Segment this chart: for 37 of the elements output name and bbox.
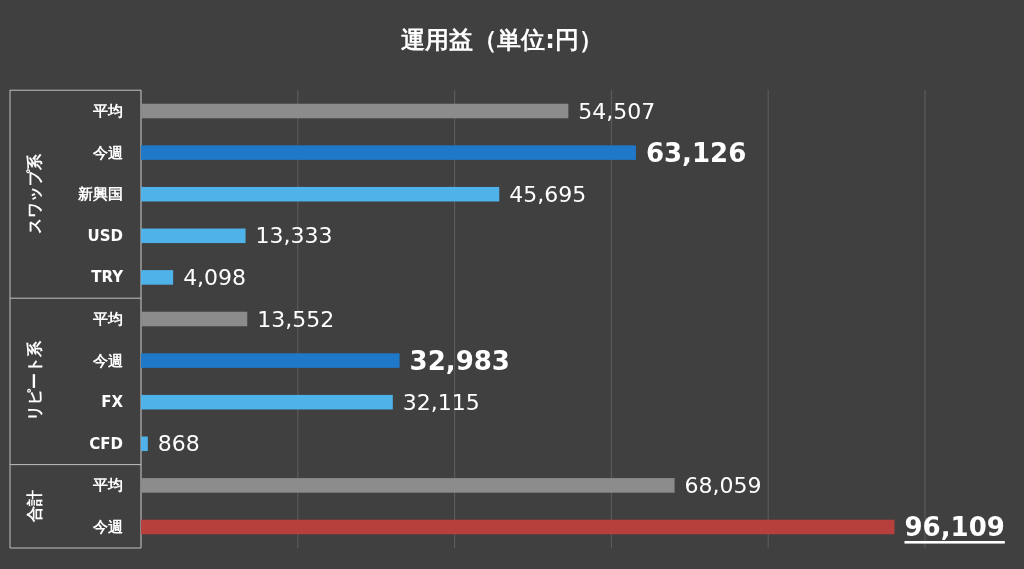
data-label: 96,109 — [904, 511, 1005, 542]
y-tick-label: 平均 — [92, 310, 123, 328]
y-tick-label: CFD — [89, 434, 123, 453]
y-tick-label: 今週 — [92, 517, 124, 536]
y-tick-label: TRY — [91, 268, 125, 287]
bar — [141, 270, 174, 285]
y-tick-label: 今週 — [92, 351, 124, 370]
chart-title: 運用益（単位:円） — [401, 26, 603, 54]
bar — [141, 436, 148, 452]
bar — [141, 478, 675, 493]
data-label: 13,333 — [255, 223, 333, 249]
text: スワップ系 — [24, 153, 44, 235]
y-tick-label: FX — [101, 393, 124, 412]
bar — [141, 394, 393, 410]
bar — [141, 311, 248, 327]
data-label: 68,059 — [684, 472, 762, 498]
bar — [141, 228, 246, 244]
data-label: 868 — [157, 431, 200, 457]
y-tick-label: 今週 — [92, 143, 124, 162]
bar — [141, 103, 569, 119]
data-label: 4,098 — [183, 264, 247, 290]
y-tick-label: 新興国 — [77, 185, 123, 204]
data-label: 63,126 — [645, 137, 747, 168]
data-label: 32,983 — [409, 345, 510, 376]
data-label: 13,552 — [257, 306, 335, 332]
bar — [141, 353, 400, 368]
data-label: 32,115 — [402, 389, 480, 415]
text: リピート系 — [24, 340, 44, 422]
y-tick-label: USD — [87, 226, 123, 245]
y-tick-label: 平均 — [92, 102, 123, 121]
data-label: 45,695 — [509, 181, 587, 207]
data-label: 54,507 — [578, 98, 656, 124]
bar — [141, 145, 636, 160]
y-tick-label: 平均 — [92, 476, 123, 495]
text: 合計 — [24, 490, 44, 524]
bar — [141, 519, 895, 535]
bar — [141, 186, 500, 202]
